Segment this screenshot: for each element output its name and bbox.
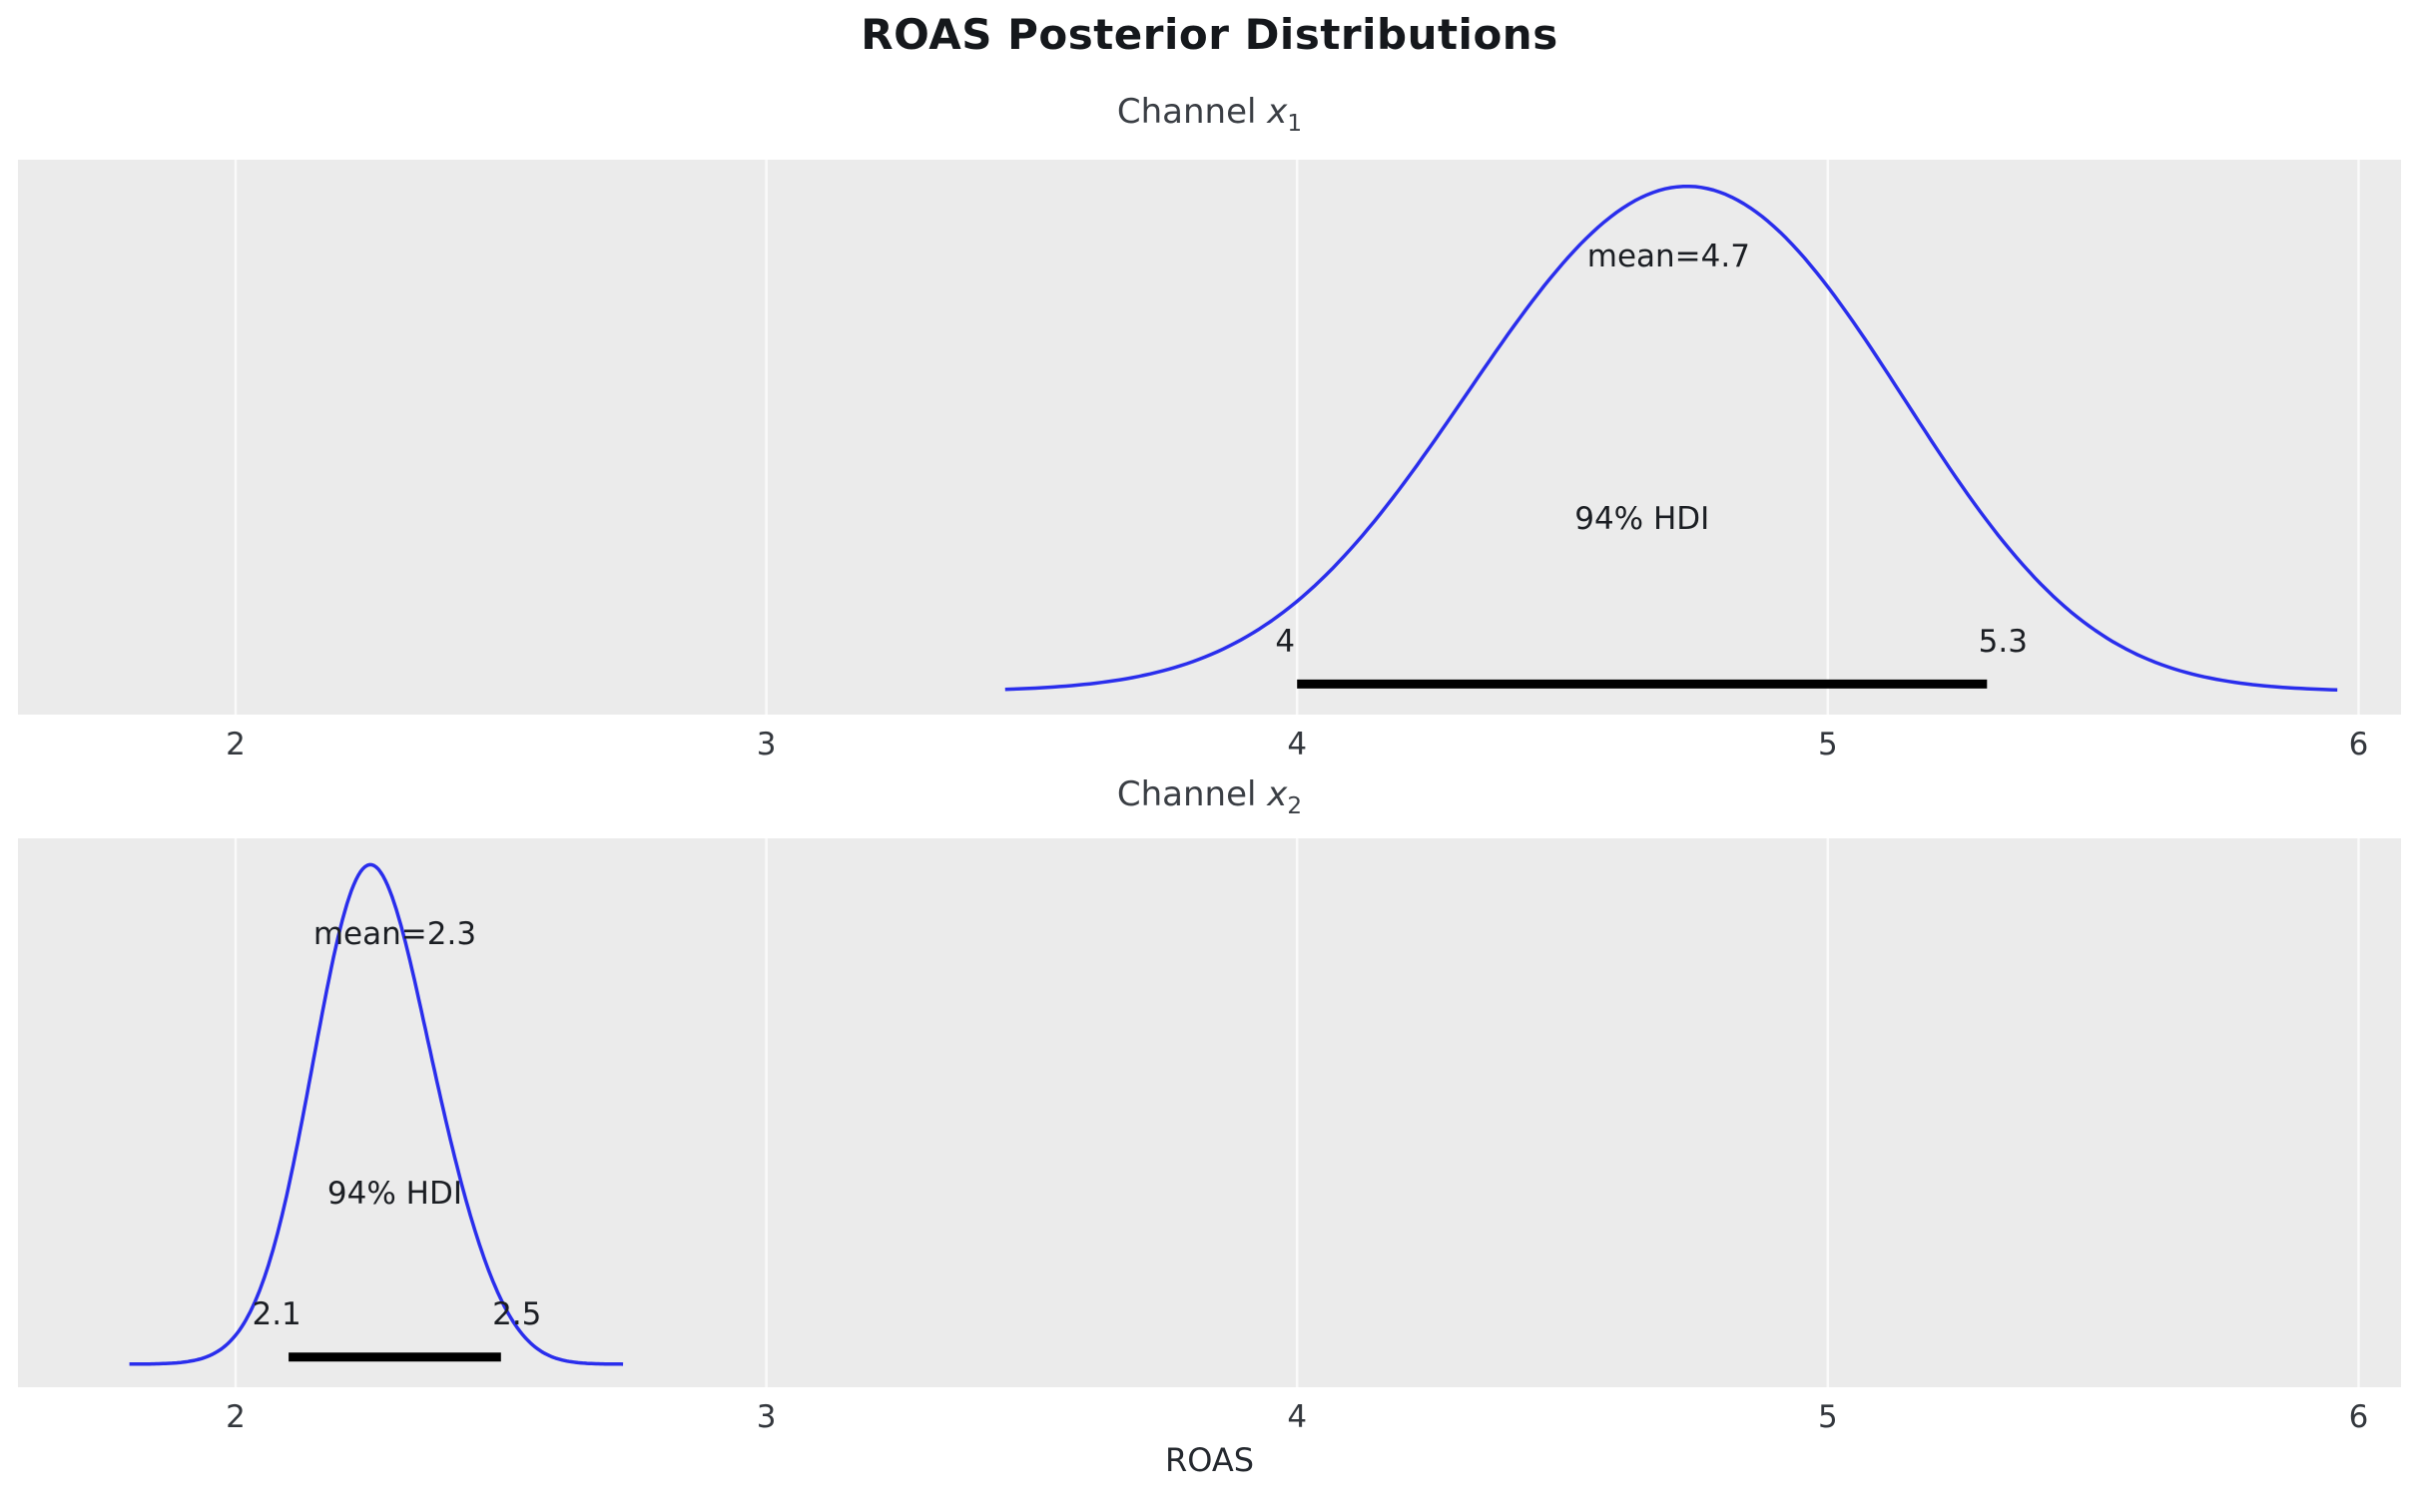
subplot-title-subscript: 1 — [1287, 110, 1303, 137]
x-tick-label: 5 — [1817, 1399, 1838, 1435]
hdi-label: 94% HDI — [1574, 501, 1710, 538]
hdi-high-value: 2.5 — [492, 1296, 542, 1333]
subplot-title-channel-x2: Channel x2 — [18, 774, 2401, 819]
kde-curve-canvas — [234, 160, 2360, 715]
x-tick-label: 4 — [1287, 1399, 1308, 1435]
subplot-title-channel-x1: Channel x1 — [18, 92, 2401, 137]
subplot-title-variable: x — [1267, 92, 1288, 132]
hdi-high-value: 5.3 — [1978, 623, 2028, 660]
hdi-low-value: 4 — [1275, 623, 1296, 660]
x-tick-label: 6 — [2348, 727, 2369, 762]
subplot-title-subscript: 2 — [1287, 792, 1303, 819]
hdi-label: 94% HDI — [326, 1176, 462, 1213]
x-tick-label: 6 — [2348, 1399, 2369, 1435]
figure-title: ROAS Posterior Distributions — [861, 10, 1558, 59]
subplot-title-variable: x — [1267, 774, 1288, 814]
plot-area-channel-x2: mean=2.3 94% HDI 2.1 2.5 — [18, 838, 2401, 1387]
kde-curve-canvas — [129, 838, 2360, 1387]
x-tick-label: 4 — [1287, 727, 1308, 762]
x-tick-label: 3 — [756, 1399, 777, 1435]
x-tick-label: 2 — [226, 727, 246, 762]
hdi-low-value: 2.1 — [252, 1296, 302, 1333]
plot-area-channel-x1: mean=4.7 94% HDI 4 5.3 — [18, 160, 2401, 715]
x-axis-label: ROAS — [1164, 1441, 1255, 1479]
x-tick-label: 5 — [1817, 727, 1838, 762]
subplot-title-text: Channel — [1116, 774, 1268, 814]
x-tick-label: 3 — [756, 727, 777, 762]
mean-label: mean=4.7 — [1586, 239, 1750, 275]
x-tick-label: 2 — [226, 1399, 246, 1435]
subplot-title-text: Channel — [1116, 92, 1268, 132]
x-axis-ticks-channel-x1: 2 3 4 5 6 — [18, 719, 2401, 764]
x-axis-ticks-channel-x2: 2 3 4 5 6 — [18, 1391, 2401, 1437]
mean-label: mean=2.3 — [312, 916, 477, 953]
